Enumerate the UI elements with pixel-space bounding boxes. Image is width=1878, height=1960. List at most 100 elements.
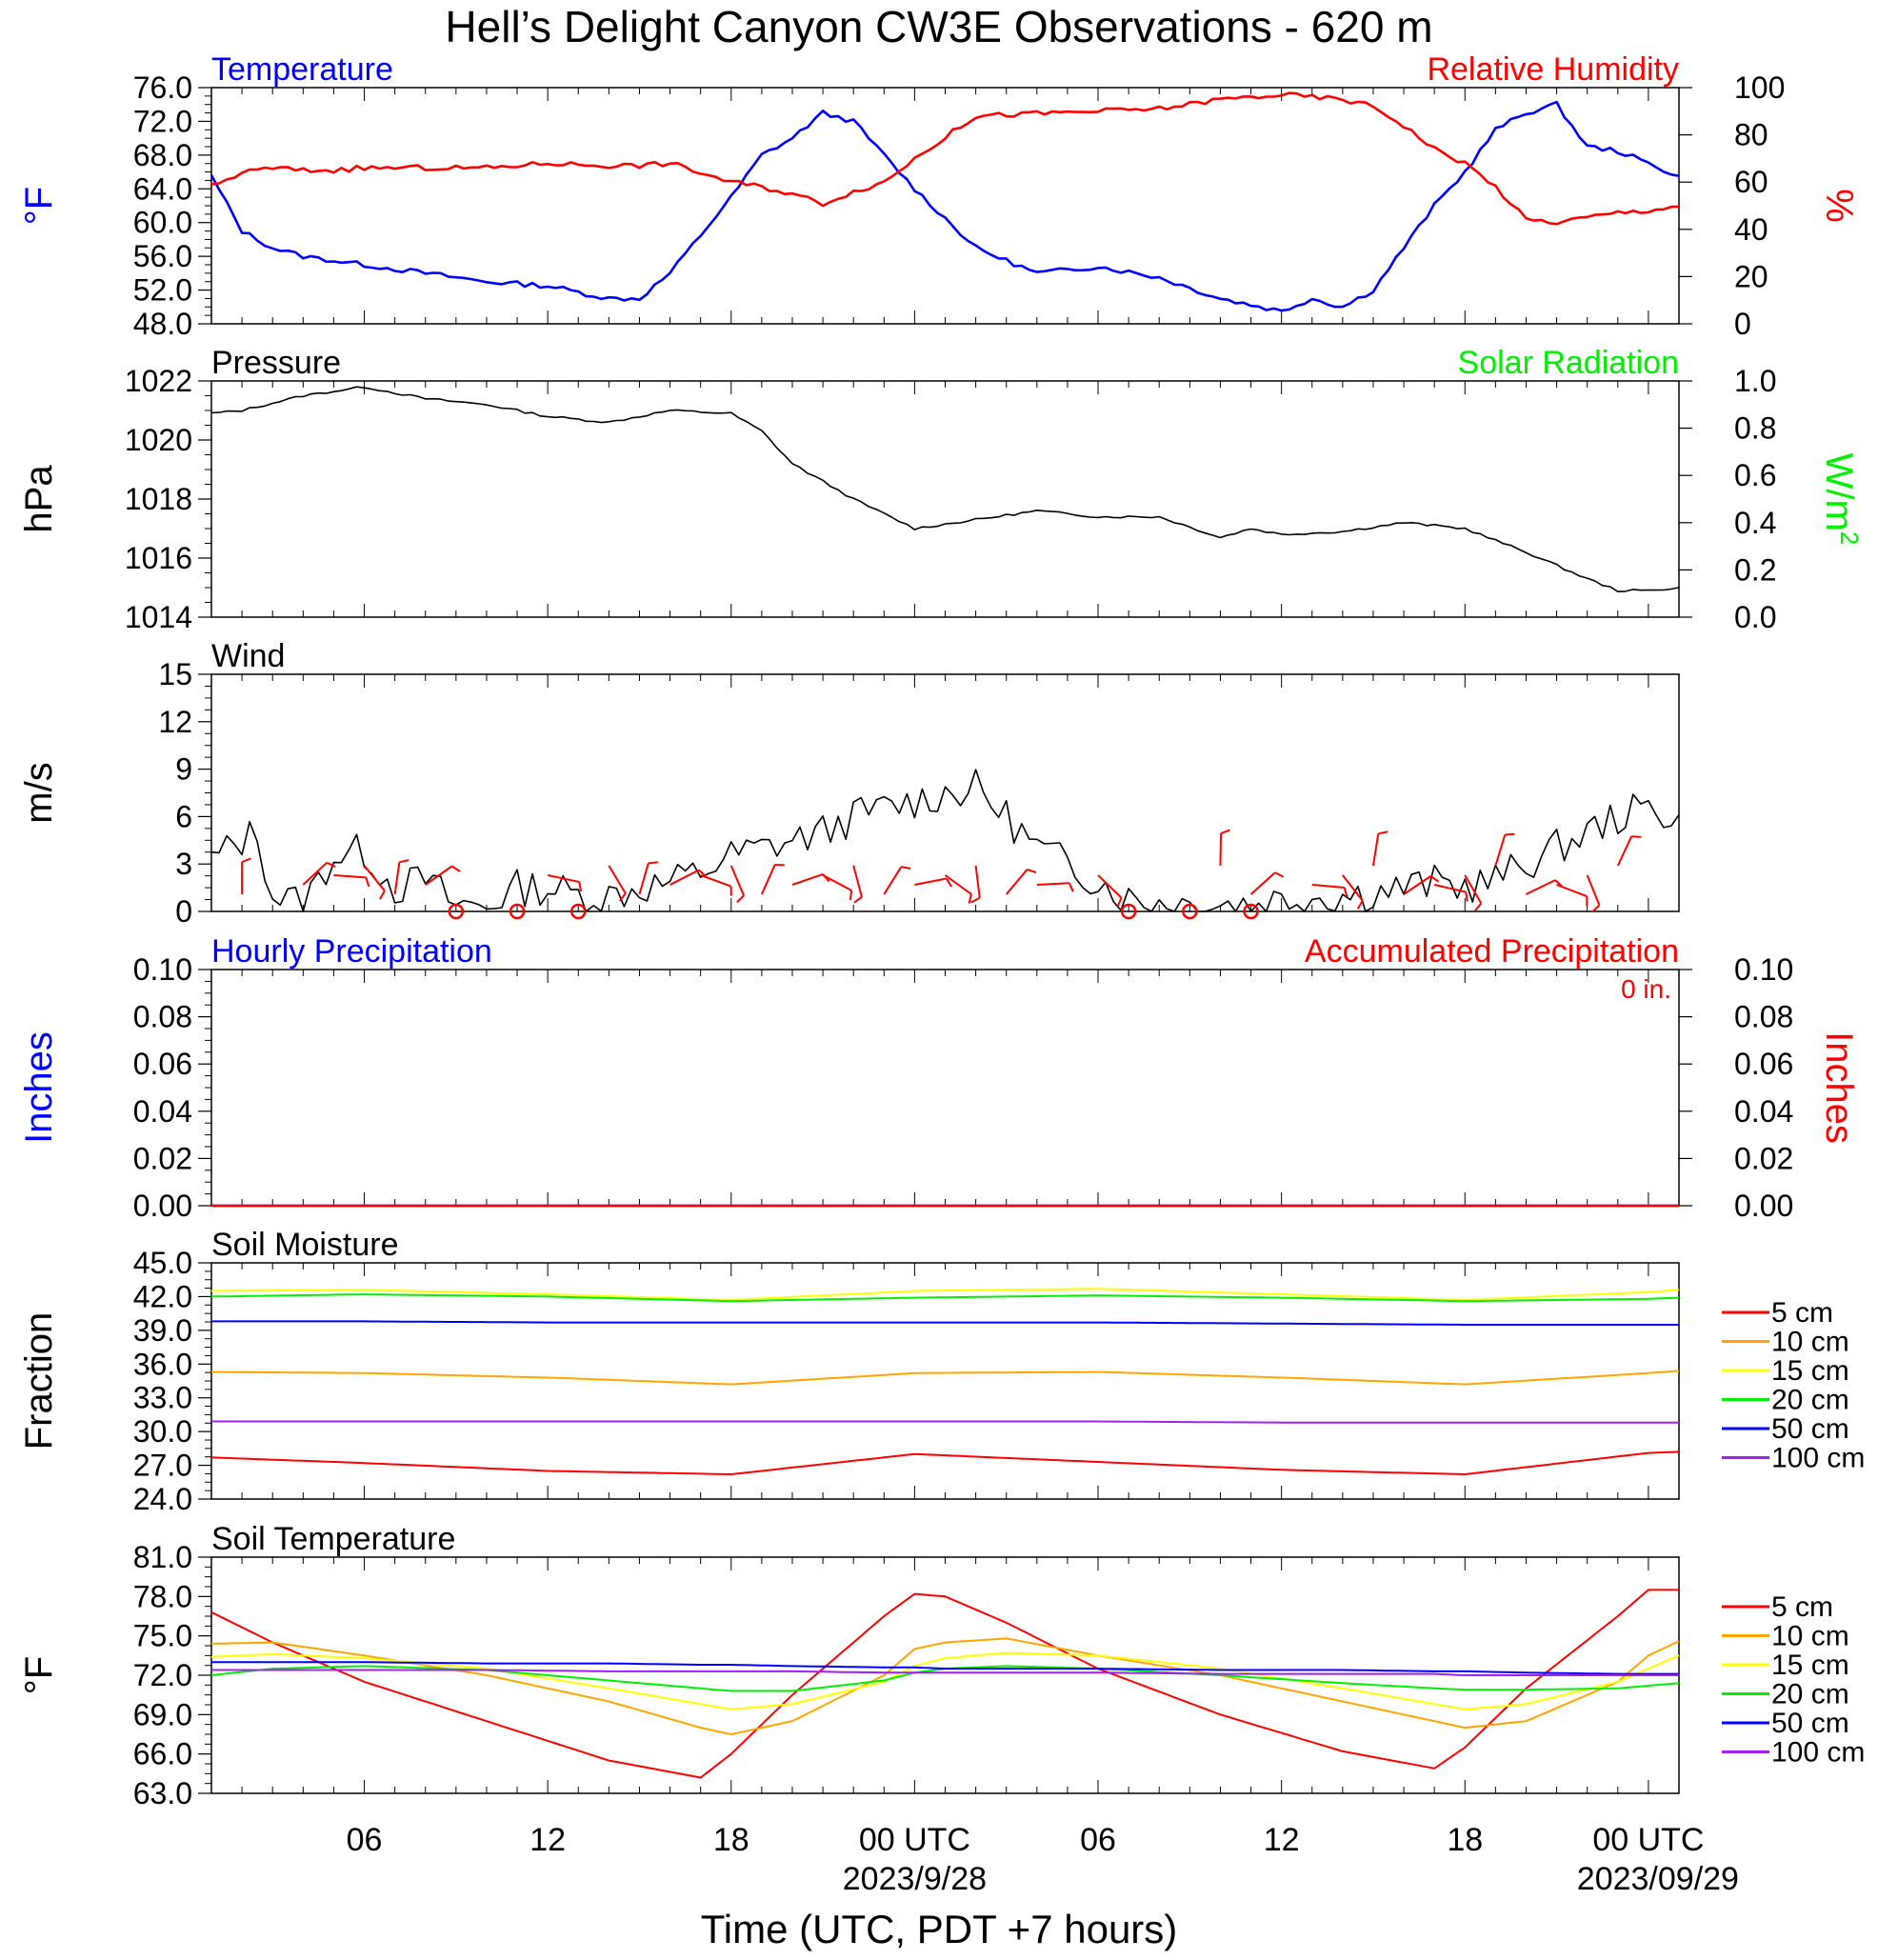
wind-barb <box>1097 874 1123 899</box>
wind-barb <box>638 863 649 895</box>
y-tick-label: 0.08 <box>133 1000 192 1034</box>
panel-right-title: Accumulated Precipitation <box>1305 933 1679 970</box>
wind-barb <box>974 865 981 898</box>
series-line-temperature <box>210 100 1680 312</box>
y-tick-label: 30.0 <box>133 1414 192 1449</box>
wind-barb <box>363 865 386 892</box>
calm-wind-marker <box>1182 903 1198 920</box>
panel-temperature-rh: 48.052.056.060.064.068.072.076.0 0 20 40 60 8… <box>18 51 1860 341</box>
y-right-tick-label: 0.06 <box>1734 1047 1793 1081</box>
y-tick-label: 42.0 <box>133 1279 192 1313</box>
legend-label: 100 cm <box>1771 1737 1865 1769</box>
y-tick-label: 72.0 <box>133 104 192 138</box>
legend-label: 50 cm <box>1771 1708 1849 1739</box>
y-axis-label: °F <box>18 187 60 225</box>
x-tick-label: 06 <box>347 1822 383 1858</box>
wind-barb <box>883 866 903 895</box>
y-tick-label: 12 <box>158 705 192 739</box>
wind-barb-flag <box>698 869 707 877</box>
wind-barb <box>1036 882 1069 886</box>
x-tick-label: 12 <box>1264 1822 1300 1858</box>
y-right-tick-label: 40 <box>1734 212 1768 247</box>
panel-left-title: Wind <box>211 638 285 674</box>
wind-barb <box>302 862 328 886</box>
wind-barb-flag <box>1116 897 1123 908</box>
wind-barb <box>608 865 627 894</box>
panel-precipitation: 0.00 0.02 0.04 0.06 0.08 0.10 0.00 0.02 0.04 0.06… <box>18 933 1860 1223</box>
x-tick-label: 00 UTC <box>1592 1822 1704 1858</box>
wind-barb <box>1464 874 1483 904</box>
panel-left-title: Hourly Precipitation <box>211 933 492 970</box>
y-tick-label: 0.04 <box>133 1094 192 1129</box>
wind-barb-flag <box>853 896 863 904</box>
calm-wind-marker <box>570 903 587 920</box>
y-right-axis-label: % <box>1818 189 1860 223</box>
wind-barb-flag <box>326 861 336 869</box>
y-right-tick-label: 0.6 <box>1734 458 1776 492</box>
calm-wind-marker <box>1120 903 1137 920</box>
series-line-relative_humidity <box>210 91 1679 226</box>
panel-wind: 0 3 6 9 12 15 Wind m/s <box>18 638 1680 929</box>
wind-barb-flag <box>399 859 410 864</box>
legend-label: 20 cm <box>1771 1679 1849 1710</box>
wind-barb <box>393 862 401 895</box>
y-tick-label: 76.0 <box>133 70 192 105</box>
wind-barb-flag <box>1429 875 1440 883</box>
panel-left-title: Soil Temperature <box>211 1521 455 1557</box>
wind-barb <box>760 864 776 895</box>
wind-barb <box>333 874 367 879</box>
series-line-5-cm <box>210 1450 1680 1475</box>
wind-barb <box>1249 871 1276 895</box>
wind-barb-flag <box>1068 882 1074 892</box>
wind-barb-flag <box>1591 904 1601 913</box>
y-tick-label: 0.00 <box>133 1189 192 1223</box>
y-tick-label: 56.0 <box>133 239 192 273</box>
wind-barb <box>1494 834 1507 867</box>
y-tick-label: 0 <box>175 894 192 929</box>
wind-barb-flag <box>578 881 582 892</box>
wind-barb <box>1005 869 1029 895</box>
panel-soil-moisture: 24.027.030.033.036.039.042.045.0 Soil Moi… <box>18 1227 1865 1516</box>
y-right-tick-label: 100 <box>1734 70 1785 105</box>
series-line-15-cm <box>210 1651 1680 1710</box>
y-tick-label: 1016 <box>125 541 192 575</box>
wind-barb <box>700 874 731 888</box>
legend-label: 15 cm <box>1771 1650 1849 1681</box>
wind-barb <box>1219 832 1223 867</box>
y-tick-label: 48.0 <box>133 307 192 341</box>
series-line-5-cm <box>210 1589 1679 1779</box>
figure-title: Hell’s Delight Canyon CW3E Observations … <box>445 2 1432 51</box>
y-right-tick-label: 0.04 <box>1734 1094 1793 1129</box>
y-tick-label: 39.0 <box>133 1313 192 1348</box>
x-tick-label: 18 <box>713 1822 749 1858</box>
legend-label: 50 cm <box>1771 1413 1849 1445</box>
y-tick-label: 52.0 <box>133 273 192 308</box>
wind-barb-flag <box>970 896 981 904</box>
y-right-tick-label: 0.4 <box>1734 506 1776 540</box>
panels: 48.052.056.060.064.068.072.076.002040608… <box>18 51 1865 1810</box>
y-tick-label: 27.0 <box>133 1449 192 1483</box>
y-tick-label: 45.0 <box>133 1246 192 1280</box>
y-tick-label: 81.0 <box>133 1540 192 1574</box>
y-right-tick-label: 0.2 <box>1734 552 1776 587</box>
wind-barb-flag <box>648 861 658 865</box>
wind-barb-flag <box>1356 900 1364 910</box>
calm-wind-marker <box>448 903 465 920</box>
y-tick-label: 1018 <box>125 482 192 516</box>
legend-label: 5 cm <box>1771 1297 1833 1329</box>
y-axis-label: Inches <box>18 1031 60 1144</box>
wind-barb-flag <box>968 893 972 904</box>
x-date-label: 2023/9/28 <box>843 1861 987 1897</box>
wind-barb <box>1371 833 1380 867</box>
y-tick-label: 78.0 <box>133 1579 192 1613</box>
y-tick-label: 1020 <box>125 423 192 457</box>
wind-barb <box>1526 879 1556 895</box>
x-axis-label: Time (UTC, PDT +7 hours) <box>701 1907 1178 1951</box>
calm-wind-marker <box>509 903 526 920</box>
y-tick-label: 3 <box>175 847 192 881</box>
wind-barb <box>547 874 580 884</box>
legend-label: 20 cm <box>1771 1385 1849 1416</box>
wind-barb <box>791 872 824 886</box>
y-tick-label: 63.0 <box>133 1776 192 1810</box>
